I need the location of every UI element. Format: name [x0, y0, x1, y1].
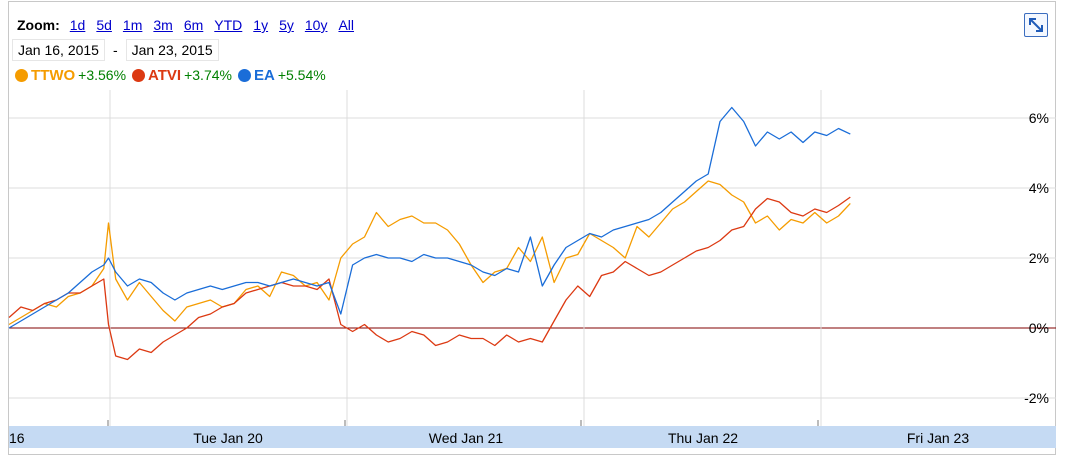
zoom-3m[interactable]: 3m — [153, 17, 173, 33]
x-tick-label: Fri Jan 23 — [907, 430, 969, 446]
y-tick-label: 6% — [1029, 110, 1049, 126]
series-line-atvi — [8, 196, 851, 361]
start-date-field[interactable]: Jan 16, 2015 — [12, 39, 105, 61]
zoom-1d[interactable]: 1d — [69, 17, 86, 33]
series-line-ea — [8, 106, 851, 329]
x-tick-label: Tue Jan 20 — [193, 430, 263, 446]
x-axis-band — [9, 426, 1056, 448]
date-range: Jan 16, 2015 - Jan 23, 2015 — [12, 39, 219, 61]
chart-frame — [8, 1, 1056, 455]
y-tick-label: -2% — [1024, 390, 1049, 406]
zoom-all[interactable]: All — [338, 17, 355, 33]
zoom-5d[interactable]: 5d — [96, 17, 112, 33]
legend-item-ea[interactable]: EA +5.54% — [237, 66, 326, 84]
zoom-bar: Zoom: 1d 5d 1m 3m 6m YTD 1y 5y 10y All — [17, 15, 365, 35]
legend-change-atvi: +3.74% — [184, 67, 232, 83]
expand-button[interactable] — [1024, 13, 1048, 37]
y-tick-label: 4% — [1029, 180, 1049, 196]
legend-item-atvi[interactable]: ATVI +3.74% — [132, 67, 232, 84]
zoom-5y[interactable]: 5y — [279, 17, 294, 33]
date-separator: - — [112, 42, 118, 58]
zoom-ytd[interactable]: YTD — [214, 17, 243, 33]
legend-name-ttwo: TTWO — [31, 66, 76, 84]
legend-name-atvi: ATVI — [148, 66, 182, 84]
x-tick-label: Wed Jan 21 — [429, 430, 504, 446]
legend-name-ea: EA — [253, 66, 275, 84]
legend-dot-ea — [237, 68, 251, 82]
zoom-1y[interactable]: 1y — [253, 17, 269, 33]
legend-item-ttwo[interactable]: TTWO +3.56% — [15, 67, 126, 84]
expand-arrows-icon — [1029, 18, 1043, 32]
y-tick-label: 2% — [1029, 250, 1049, 266]
x-tick-label: Thu Jan 22 — [668, 430, 738, 446]
zoom-6m[interactable]: 6m — [183, 17, 204, 33]
zoom-label: Zoom: — [17, 17, 60, 33]
legend: TTWO +3.56% ATVI +3.74% EA +5.54% — [15, 66, 332, 84]
legend-change-ea: +5.54% — [277, 67, 326, 83]
x-tick-label: 16 — [9, 430, 25, 446]
end-date-field[interactable]: Jan 23, 2015 — [125, 39, 219, 61]
legend-change-ttwo: +3.56% — [78, 67, 127, 83]
series-line-ttwo — [8, 180, 851, 326]
legend-dot-atvi — [132, 68, 146, 82]
legend-dot-ttwo — [15, 68, 28, 82]
y-tick-label: 0% — [1029, 320, 1049, 336]
zoom-10y[interactable]: 10y — [304, 17, 328, 33]
zoom-1m[interactable]: 1m — [122, 17, 143, 33]
